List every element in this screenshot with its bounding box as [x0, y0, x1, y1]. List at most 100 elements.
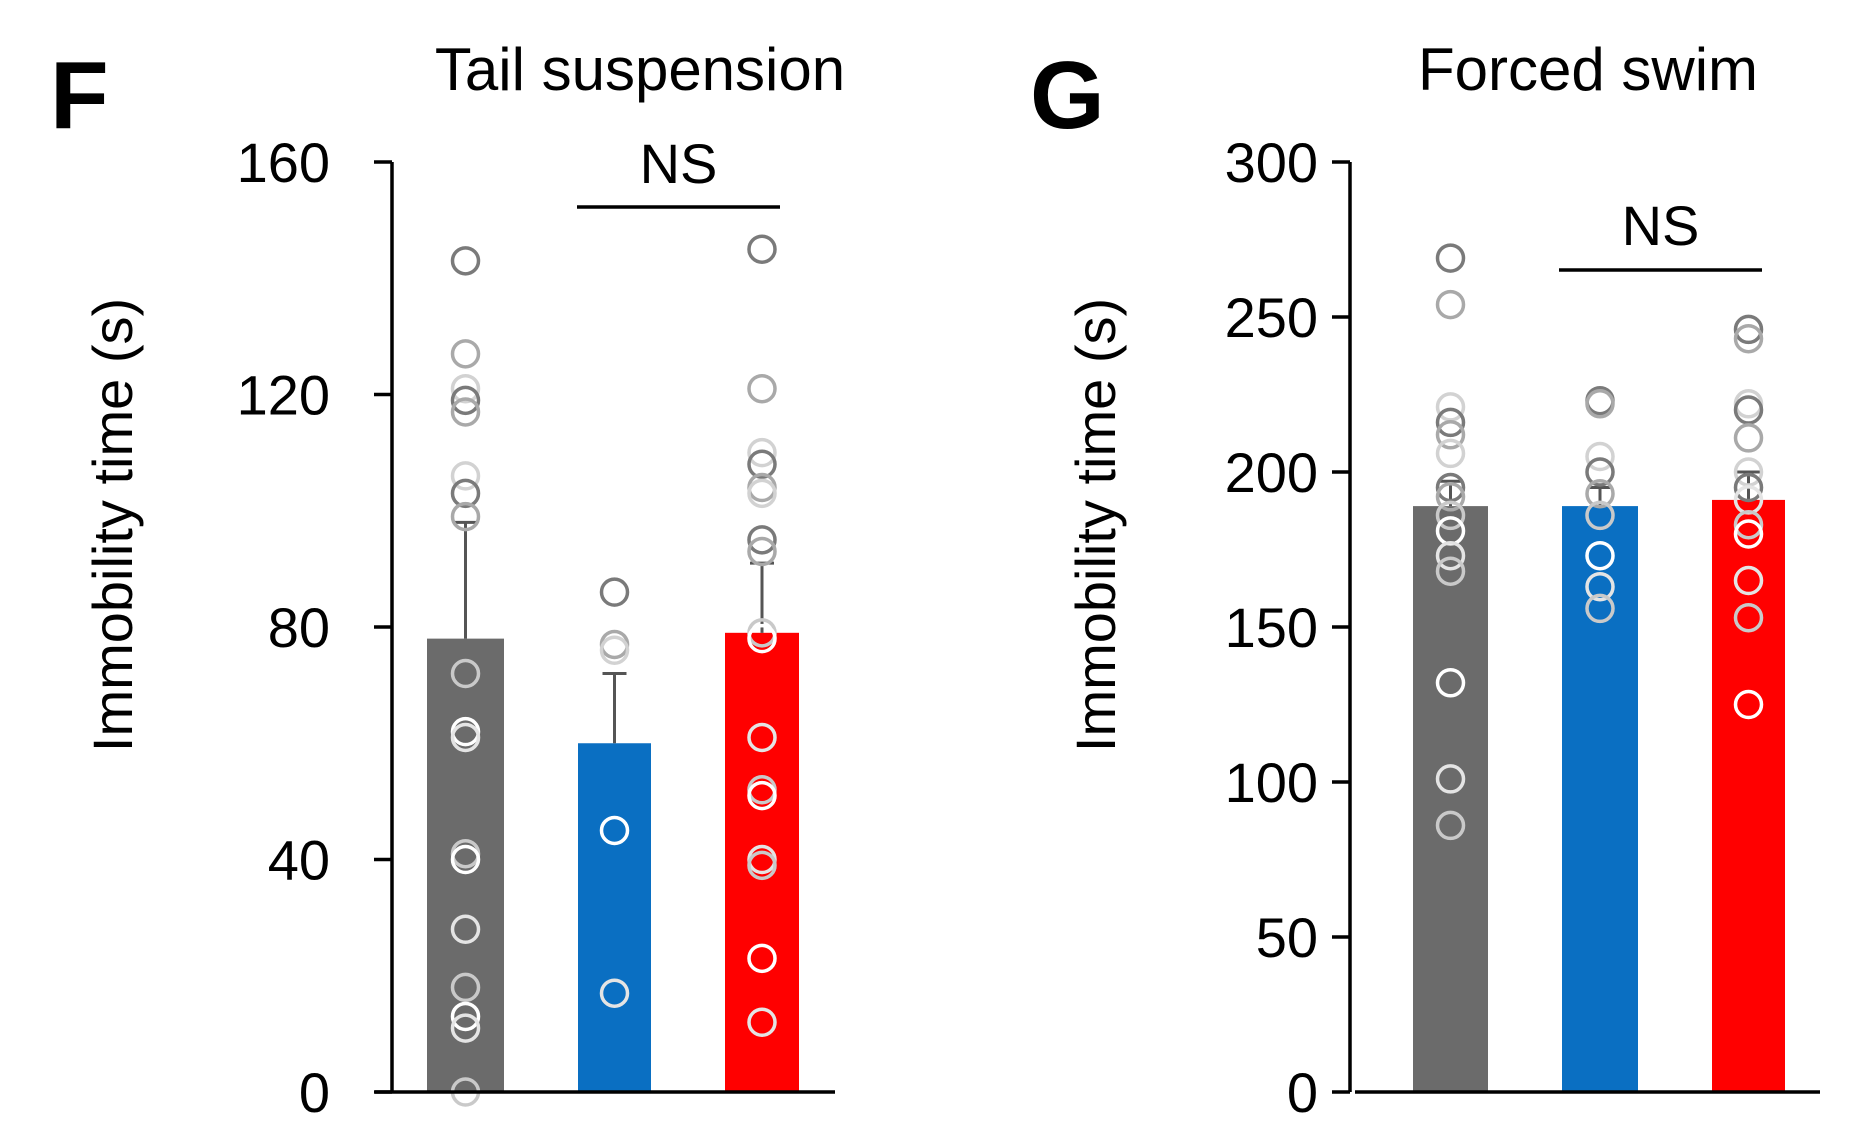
data-point	[1733, 519, 1764, 549]
data-point	[450, 385, 481, 416]
bar	[725, 632, 799, 1092]
y-tick-label: 80	[268, 596, 330, 659]
data-point	[1733, 689, 1764, 720]
y-tick-label: 200	[1225, 441, 1318, 504]
data-point	[1585, 389, 1615, 419]
data-point	[1435, 420, 1466, 450]
data-point	[599, 978, 630, 1008]
data-point	[747, 478, 777, 509]
chart-title-tail-suspension: Tail suspension	[435, 36, 845, 103]
significance-layer: NS	[1559, 194, 1762, 272]
data-point	[599, 629, 630, 660]
data-point	[1435, 764, 1466, 794]
data-point	[1585, 540, 1615, 571]
data-point	[1435, 540, 1466, 571]
y-tick-label: 250	[1225, 286, 1318, 349]
y-tick-label: 120	[237, 364, 330, 427]
data-point	[1435, 243, 1466, 273]
data-point	[1733, 314, 1764, 345]
data-point	[1585, 478, 1615, 509]
axes-layer: 0 40 80 120 160	[237, 131, 835, 1124]
data-point	[1733, 509, 1764, 540]
data-point	[450, 722, 481, 753]
data-point	[450, 501, 481, 532]
data-point	[1585, 441, 1615, 472]
chart-title-forced-swim: Forced swim	[1418, 36, 1758, 103]
data-point	[1435, 472, 1466, 503]
data-point	[1585, 457, 1615, 487]
points-layer	[1435, 243, 1764, 841]
data-point	[1733, 472, 1764, 503]
data-point	[747, 722, 777, 753]
data-point	[1733, 457, 1764, 487]
data-point	[1435, 500, 1466, 531]
data-point	[1435, 438, 1466, 469]
data-point	[599, 815, 630, 846]
data-point	[599, 577, 630, 607]
panel-tail-suspension: F Tail suspension Immobility time (s) 0 4…	[50, 36, 845, 1124]
data-point	[450, 246, 481, 276]
data-point	[450, 658, 481, 689]
data-point	[450, 339, 481, 369]
y-axis-label-tail-suspension: Immobility time (s)	[81, 298, 144, 752]
data-point	[450, 1013, 481, 1043]
data-point	[747, 780, 777, 811]
y-tick-label: 300	[1225, 131, 1318, 194]
data-point	[1435, 556, 1466, 586]
data-point	[747, 234, 777, 264]
data-point	[747, 536, 777, 567]
data-point	[1733, 389, 1764, 419]
data-point	[1733, 602, 1764, 633]
data-point	[747, 943, 777, 974]
data-point	[450, 914, 481, 944]
data-point	[1733, 565, 1764, 596]
data-point	[1435, 407, 1466, 438]
data-point	[747, 1007, 777, 1037]
bar	[1712, 499, 1785, 1092]
data-point	[450, 478, 481, 509]
significance-layer: NS	[577, 132, 780, 209]
data-point	[1435, 668, 1466, 698]
data-point	[450, 844, 481, 875]
y-axis-label-forced-swim: Immobility time (s)	[1064, 298, 1127, 752]
data-point	[450, 397, 481, 427]
y-tick-label: 0	[1287, 1061, 1318, 1124]
y-tick-label: 100	[1225, 751, 1318, 814]
panel-label-f: F	[50, 42, 109, 149]
data-point	[747, 525, 777, 555]
data-point	[1435, 810, 1466, 841]
data-point	[450, 1001, 481, 1032]
y-tick-label: 160	[237, 131, 330, 194]
data-point	[1733, 395, 1764, 425]
bar	[578, 743, 651, 1092]
data-point	[1733, 423, 1764, 453]
significance-label: NS	[640, 132, 718, 195]
data-point	[1435, 289, 1466, 320]
bar	[1562, 506, 1638, 1093]
bar	[1413, 506, 1488, 1093]
data-point	[450, 461, 481, 491]
y-tick-label: 50	[1256, 906, 1318, 969]
axes-layer: 0 50 100 150 200 250 300	[1225, 131, 1820, 1124]
data-point	[1585, 593, 1615, 624]
y-tick-label: 40	[268, 829, 330, 892]
data-point	[599, 635, 630, 665]
data-point	[747, 623, 777, 654]
bars-layer	[1413, 499, 1785, 1093]
significance-label: NS	[1622, 194, 1700, 257]
data-point	[1585, 571, 1615, 602]
data-point	[1435, 392, 1466, 422]
data-point	[450, 972, 481, 1003]
data-point	[747, 850, 777, 881]
panel-label-g: G	[1030, 42, 1105, 149]
data-point	[1585, 500, 1615, 531]
panel-forced-swim: G Forced swim Immobility time (s) 0 50 100…	[1030, 36, 1820, 1124]
data-point	[747, 373, 777, 404]
data-point	[747, 449, 777, 479]
bars-layer	[427, 632, 799, 1092]
data-point	[747, 437, 777, 468]
y-tick-label: 0	[299, 1061, 330, 1124]
data-point	[1435, 482, 1466, 512]
y-tick-label: 150	[1225, 596, 1318, 659]
